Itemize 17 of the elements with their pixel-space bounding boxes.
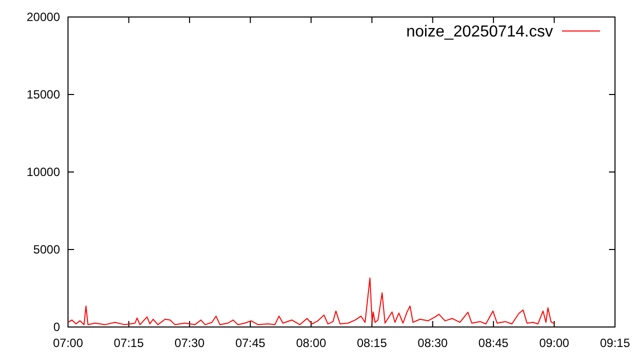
x-tick-label: 07:00 <box>52 336 84 350</box>
y-tick-label: 10000 <box>26 165 60 180</box>
x-tick-label: 07:30 <box>174 336 205 350</box>
x-tick-label: 09:15 <box>600 336 630 350</box>
y-tick-label: 20000 <box>26 10 60 24</box>
y-tick-label: 5000 <box>33 242 60 257</box>
x-tick-label: 07:45 <box>235 336 266 350</box>
legend-label: noize_20250714.csv <box>406 24 553 41</box>
x-tick-label: 08:45 <box>478 336 509 350</box>
line-series <box>68 278 556 326</box>
x-tick-label: 08:00 <box>296 336 326 350</box>
x-tick-label: 09:00 <box>539 336 570 350</box>
y-tick-label: 0 <box>53 320 60 334</box>
x-tick-label: 08:15 <box>356 336 388 350</box>
x-tick-label: 07:15 <box>114 336 144 350</box>
x-tick-label: 08:30 <box>418 336 448 350</box>
y-tick-label: 15000 <box>26 88 60 102</box>
